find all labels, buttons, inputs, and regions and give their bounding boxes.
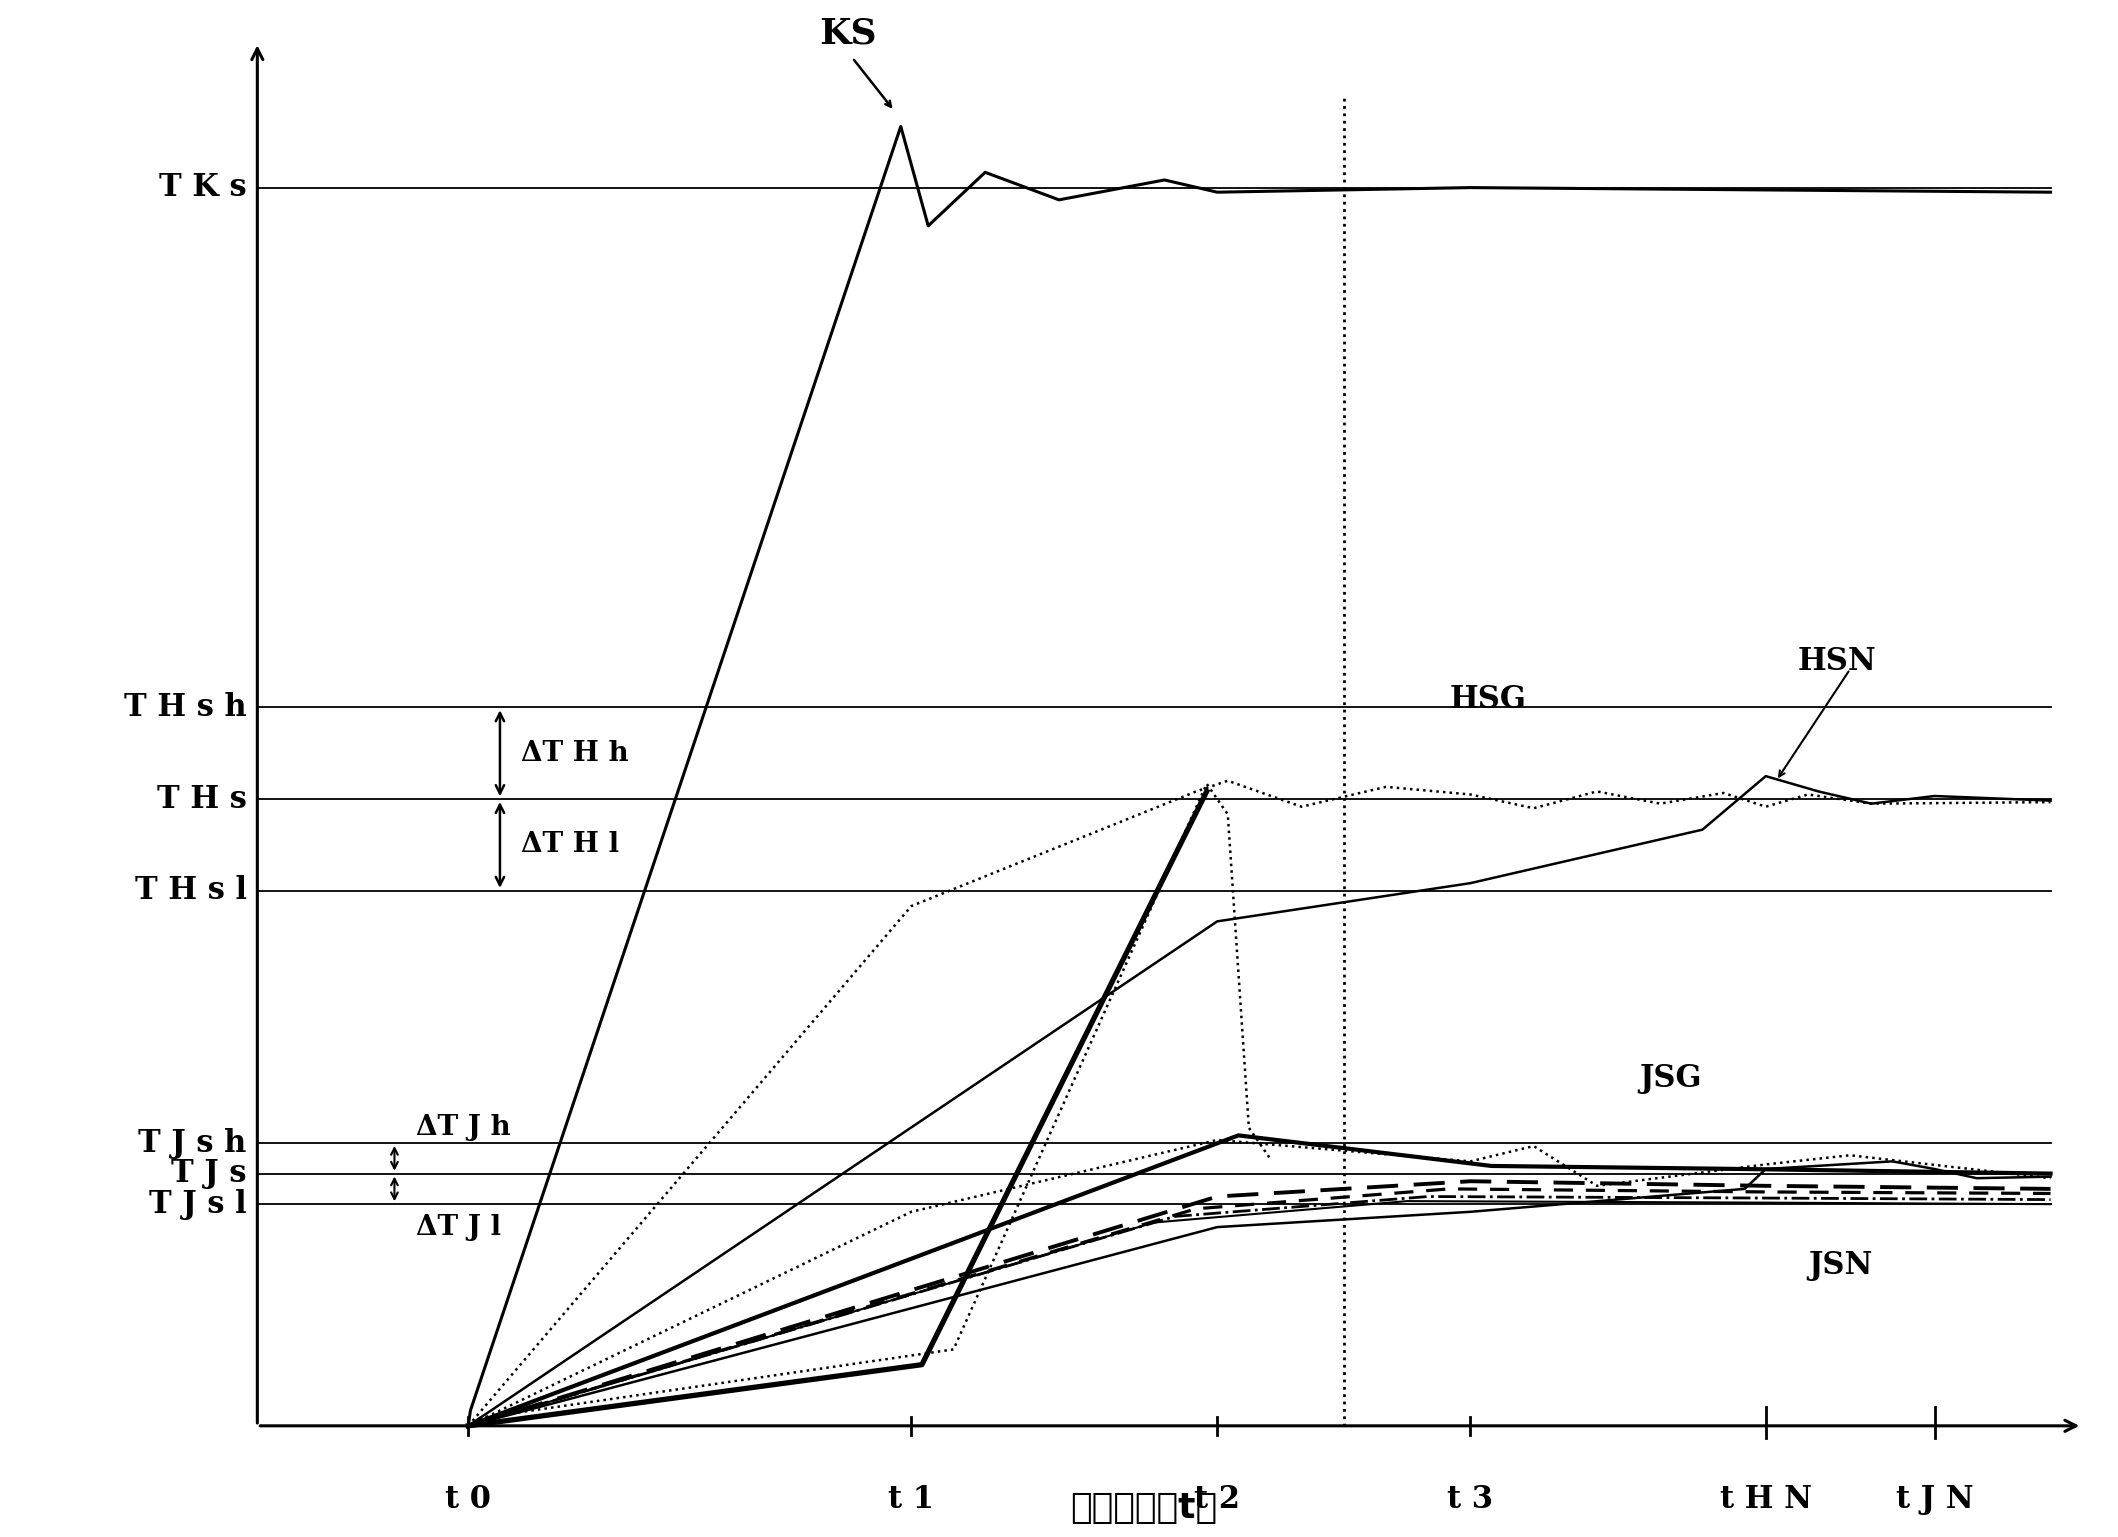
Text: ΔT H l: ΔT H l [521,832,618,859]
Text: KS: KS [820,15,877,51]
Text: T H s: T H s [157,784,248,815]
Text: T J s l: T J s l [148,1188,248,1220]
Text: T K s: T K s [159,172,248,203]
Text: HSG: HSG [1449,684,1527,715]
Text: t 3: t 3 [1447,1483,1493,1515]
Text: T H s h: T H s h [125,692,248,722]
Text: t J N: t J N [1896,1483,1974,1515]
Text: JSN: JSN [1809,1250,1872,1280]
Text: t 2: t 2 [1195,1483,1241,1515]
Text: HSN: HSN [1798,646,1877,676]
Text: T H s l: T H s l [136,875,248,907]
Text: t 1: t 1 [887,1483,934,1515]
Text: 起动时间（t）: 起动时间（t） [1070,1491,1218,1525]
Text: ΔT J h: ΔT J h [415,1114,510,1142]
Text: JSG: JSG [1639,1064,1701,1094]
Text: t H N: t H N [1720,1483,1811,1515]
Text: t 0: t 0 [445,1483,491,1515]
Text: ΔT J l: ΔT J l [415,1214,500,1240]
Text: ΔT H h: ΔT H h [521,739,629,767]
Text: T J s: T J s [172,1157,248,1190]
Text: T J s h: T J s h [138,1128,248,1159]
